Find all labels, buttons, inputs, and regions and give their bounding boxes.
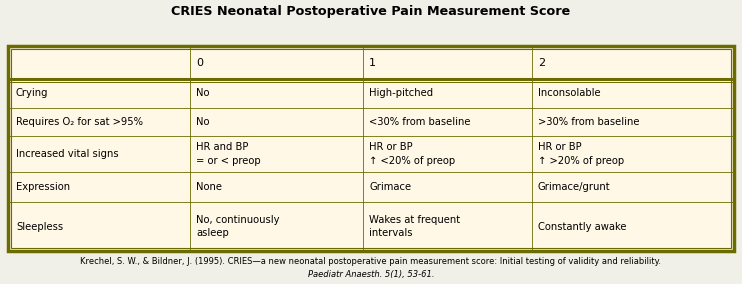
Text: Expression: Expression <box>16 182 70 192</box>
Text: None: None <box>196 182 222 192</box>
Text: High-pitched: High-pitched <box>369 89 433 99</box>
Text: Requires O₂ for sat >95%: Requires O₂ for sat >95% <box>16 117 143 127</box>
Text: 2: 2 <box>538 57 545 68</box>
Text: 1: 1 <box>369 57 376 68</box>
Text: Krechel, S. W., & Bildner, J. (1995). CRIES—a new neonatal postoperative pain me: Krechel, S. W., & Bildner, J. (1995). CR… <box>80 258 662 266</box>
Text: Increased vital signs: Increased vital signs <box>16 149 119 159</box>
Text: Inconsolable: Inconsolable <box>538 89 600 99</box>
Text: HR or BP
↑ <20% of preop: HR or BP ↑ <20% of preop <box>369 142 455 166</box>
Text: Grimace/grunt: Grimace/grunt <box>538 182 611 192</box>
Text: >30% from baseline: >30% from baseline <box>538 117 640 127</box>
Text: HR and BP
= or < preop: HR and BP = or < preop <box>196 142 260 166</box>
Text: Sleepless: Sleepless <box>16 222 63 231</box>
Bar <box>8 46 734 251</box>
Text: No: No <box>196 117 209 127</box>
Text: Crying: Crying <box>16 89 48 99</box>
Text: <30% from baseline: <30% from baseline <box>369 117 470 127</box>
Text: Constantly awake: Constantly awake <box>538 222 626 231</box>
Text: CRIES Neonatal Postoperative Pain Measurement Score: CRIES Neonatal Postoperative Pain Measur… <box>171 5 571 18</box>
Bar <box>8 46 734 251</box>
Text: HR or BP
↑ >20% of preop: HR or BP ↑ >20% of preop <box>538 142 624 166</box>
Text: No, continuously
asleep: No, continuously asleep <box>196 215 280 238</box>
Text: No: No <box>196 89 209 99</box>
Bar <box>11 49 731 248</box>
Text: Paediatr Anaesth. 5(1), 53-61.: Paediatr Anaesth. 5(1), 53-61. <box>308 270 434 279</box>
Text: Grimace: Grimace <box>369 182 411 192</box>
Text: 0: 0 <box>196 57 203 68</box>
Text: Wakes at frequent
intervals: Wakes at frequent intervals <box>369 215 460 238</box>
